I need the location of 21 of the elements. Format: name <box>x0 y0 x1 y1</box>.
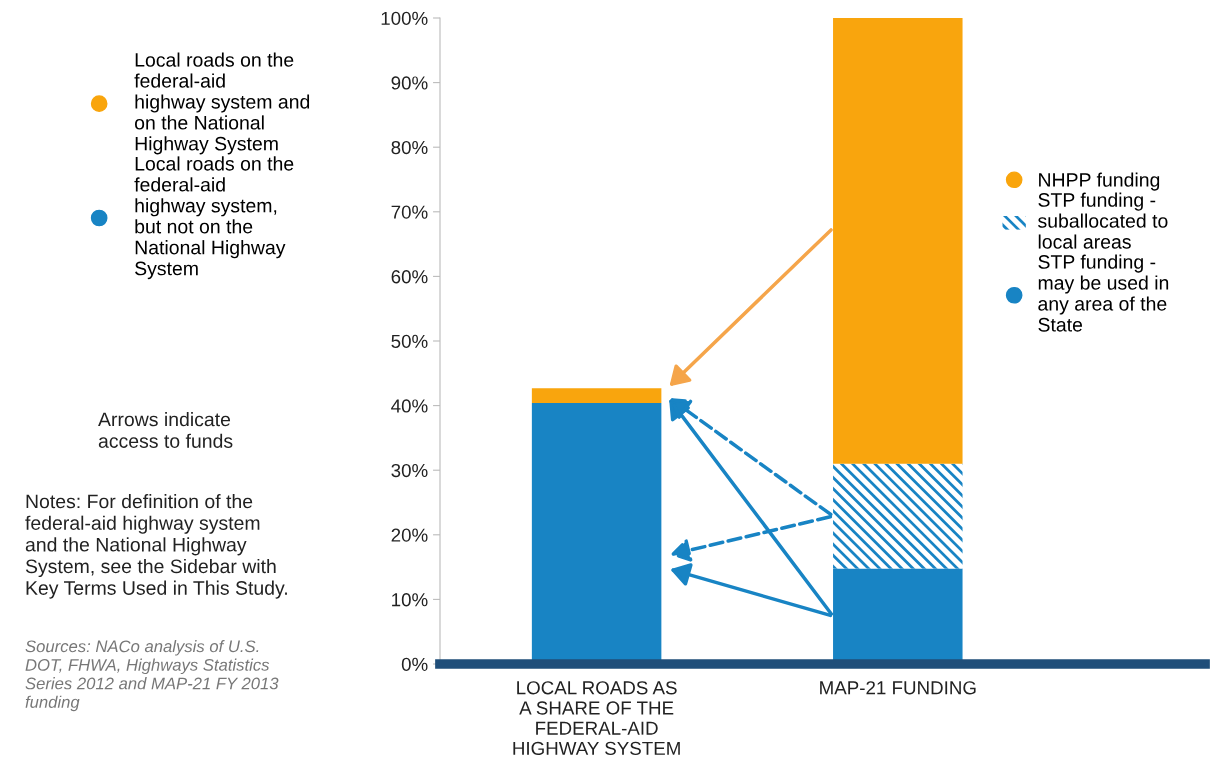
legend-label: NHPP funding <box>1039 172 1160 191</box>
y-tick-label: 80% <box>391 140 428 155</box>
y-tick-label: 70% <box>391 205 428 219</box>
y-tick-label: 60% <box>391 270 428 284</box>
y-tick-label: 100% <box>381 11 428 25</box>
y-tick-label: 0% <box>401 657 428 671</box>
y-tick-label: 30% <box>391 463 428 478</box>
legend-label: STP funding - may be used in any area of the State <box>1038 254 1169 332</box>
y-tick-label: 20% <box>391 528 428 542</box>
y-tick-label: 10% <box>392 593 428 607</box>
x-tick-label: MAP-21 FUNDING <box>820 681 976 695</box>
y-tick-label: 50% <box>391 334 428 348</box>
legend-label: Local roads on the federal-aid highway system, but not on the National Highway System <box>134 156 294 280</box>
text: Notes: For definition of the federal-aid highway system and the National Highway System, see the Sidebar with Key Terms Used in This Study. <box>25 494 287 599</box>
legend-label: Local roads on the federal-aid highway system and on the National Highway System <box>134 52 310 155</box>
x-tick-label: LOCAL ROADS AS A SHARE OF THE FEDERAL-AID HIGHWAY SYSTEM <box>513 681 680 756</box>
legend-label: STP funding - suballocated to local areas <box>1038 192 1168 249</box>
text: Arrows indicate access to funds <box>98 412 233 448</box>
y-tick-label: 90% <box>391 76 428 90</box>
source-note: Sources: NACo analysis of U.S. DOT, FHWA, Highways Statistics Series 2012 and MAP-21 FY 2013 funding <box>25 640 279 712</box>
y-tick-label: 40% <box>391 399 428 413</box>
